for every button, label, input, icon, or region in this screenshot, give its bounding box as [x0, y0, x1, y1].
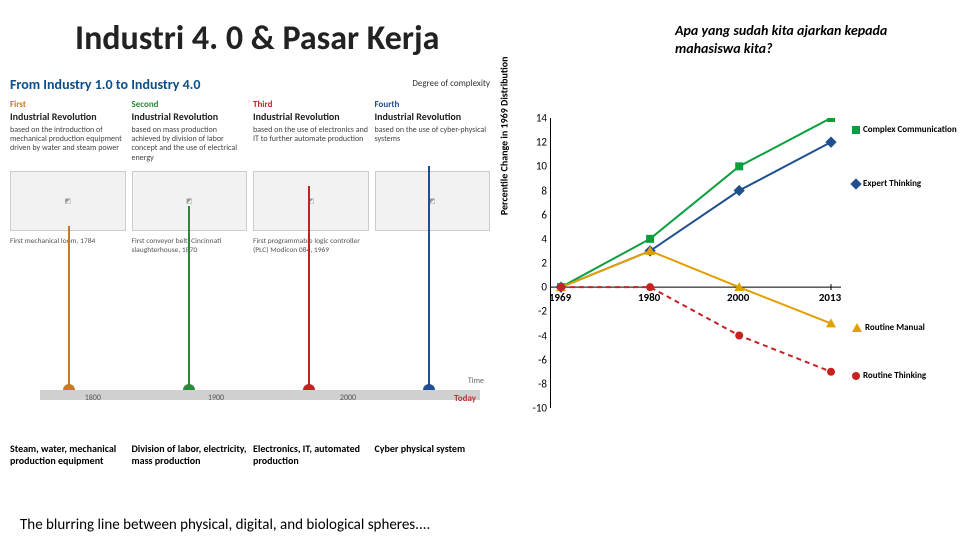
revolution-headers: First Industrial Revolution based on the… — [10, 99, 490, 163]
chart-y-tick: 2 — [525, 257, 547, 270]
chart-legend-item: Expert Thinking — [852, 178, 921, 189]
chart-plot-area: -10-8-6-4-202468101214 — [550, 118, 840, 408]
chart-y-tick: 10 — [525, 160, 547, 173]
revolution-bottom-label: Electronics, IT, automated production — [253, 443, 369, 466]
revolution-connector — [428, 166, 430, 390]
chart-y-tick: 12 — [525, 136, 547, 149]
revolution-header: Second Industrial Revolution based on ma… — [132, 99, 248, 163]
chart-y-tick: -4 — [525, 329, 547, 342]
revolution-connector — [68, 226, 70, 390]
revolution-captions: First mechanical loom, 1784First conveyo… — [10, 237, 490, 255]
chart-x-label: 1969 — [549, 291, 571, 304]
chart-legend-item: Routine Thinking — [852, 370, 926, 381]
chart-y-tick: 14 — [525, 112, 547, 125]
chart-y-tick: 4 — [525, 232, 547, 245]
revolution-connector — [308, 186, 310, 390]
chart-y-tick: -8 — [525, 377, 547, 390]
revolution-illustration: ◩ — [10, 171, 126, 231]
chart-y-tick: -6 — [525, 353, 547, 366]
timeline-time-label: Time — [468, 376, 484, 386]
chart-y-tick: 0 — [525, 281, 547, 294]
revolution-bottom-labels: Steam, water, mechanical production equi… — [10, 443, 490, 466]
chart-x-label: 2013 — [819, 291, 841, 304]
revolution-bottom-label: Division of labor, electricity, mass pro… — [132, 443, 248, 466]
question-text: Apa yang sudah kita ajarkan kepada mahas… — [675, 22, 935, 58]
chart-x-label: 1980 — [638, 291, 660, 304]
industry-diagram: From Industry 1.0 to Industry 4.0 Degree… — [10, 76, 490, 466]
revolution-header: First Industrial Revolution based on the… — [10, 99, 126, 163]
chart-y-tick: 6 — [525, 208, 547, 221]
revolution-header: Fourth Industrial Revolution based on th… — [375, 99, 491, 163]
chart-y-axis-label: Percentile Change in 1969 Distribution — [498, 56, 511, 215]
timeline: 180019002000 Today Time — [40, 380, 480, 402]
chart-legend-item: Routine Manual — [852, 322, 925, 333]
revolution-illustration: ◩ — [253, 171, 369, 231]
degree-complexity-label: Degree of complexity — [412, 78, 490, 89]
revolution-bottom-label: Steam, water, mechanical production equi… — [10, 443, 126, 466]
chart-x-label: 2000 — [727, 291, 749, 304]
revolution-caption — [375, 237, 491, 255]
timeline-today: Today — [454, 393, 476, 404]
skills-chart: Percentile Change in 1969 Distribution -… — [520, 118, 950, 458]
revolution-illustrations: ◩◩◩◩ — [10, 171, 490, 231]
revolution-header: Third Industrial Revolution based on the… — [253, 99, 369, 163]
chart-legend-item: Complex Communication — [852, 124, 957, 135]
chart-y-tick: -10 — [525, 402, 547, 415]
bottom-note: The blurring line between physical, digi… — [20, 516, 430, 534]
page-title: Industri 4. 0 & Pasar Kerja — [75, 18, 439, 59]
chart-y-tick: -2 — [525, 305, 547, 318]
timeline-mark: 2000 — [340, 393, 356, 403]
timeline-mark: 1900 — [208, 393, 224, 403]
revolution-caption: First programmable logic controller (PLC… — [253, 237, 369, 255]
revolution-bottom-label: Cyber physical system — [375, 443, 491, 466]
timeline-mark: 1800 — [85, 393, 101, 403]
chart-y-tick: 8 — [525, 184, 547, 197]
chart-svg — [551, 118, 841, 408]
revolution-illustration: ◩ — [375, 171, 491, 231]
timeline-base — [40, 390, 480, 400]
revolution-connector — [188, 206, 190, 390]
